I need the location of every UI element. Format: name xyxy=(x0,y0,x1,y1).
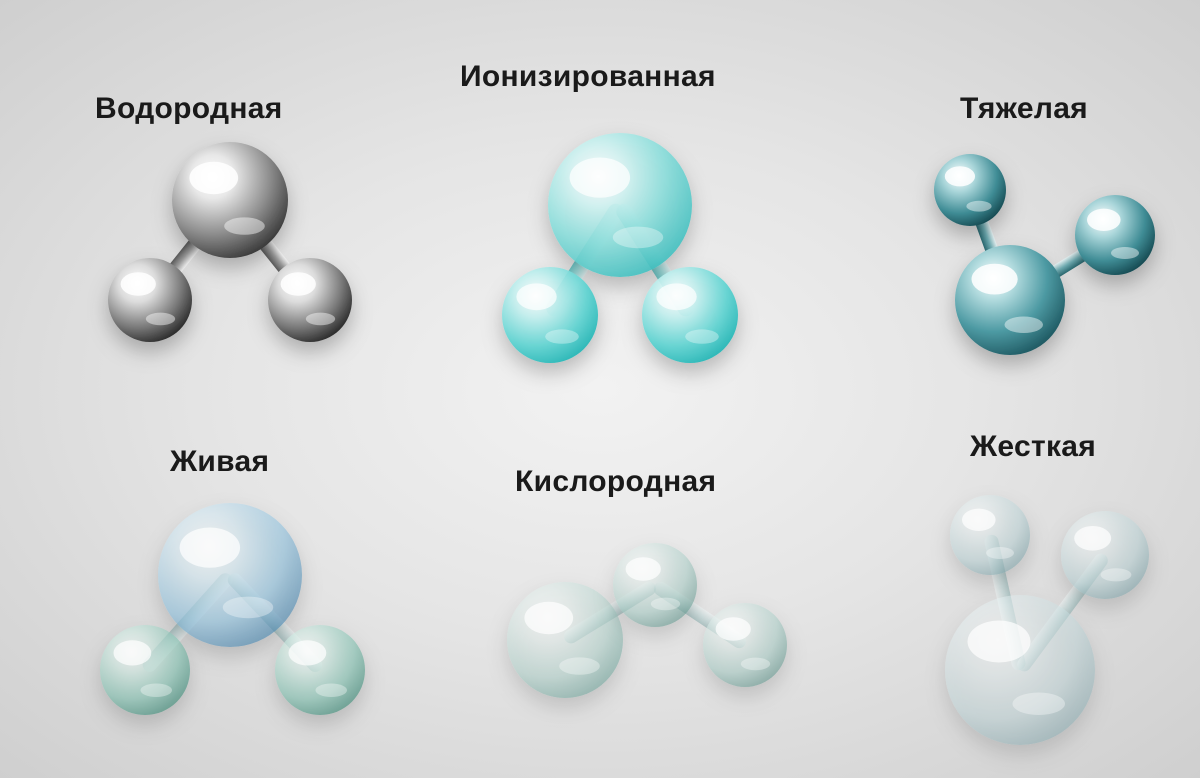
molecule-atom xyxy=(172,142,288,258)
molecule-label-heavy: Тяжелая xyxy=(960,92,1088,126)
molecule-label-living: Живая xyxy=(170,445,269,479)
molecule-label-oxygen: Кислородная xyxy=(515,465,716,499)
molecule-hard xyxy=(900,470,1200,760)
molecule-atom xyxy=(642,267,738,363)
molecule-atom xyxy=(268,258,352,342)
molecule-atom xyxy=(108,258,192,342)
molecule-atom xyxy=(275,625,365,715)
molecule-atom xyxy=(1061,511,1149,599)
molecule-heavy xyxy=(890,130,1190,370)
molecule-atom xyxy=(548,133,692,277)
molecule-atom xyxy=(950,495,1030,575)
molecule-atom xyxy=(703,603,787,687)
molecule-atom xyxy=(507,582,623,698)
molecule-atom xyxy=(100,625,190,715)
molecule-atom xyxy=(613,543,697,627)
molecule-atom xyxy=(955,245,1065,355)
molecule-oxygen xyxy=(470,510,810,750)
molecule-label-ionized: Ионизированная xyxy=(460,60,716,94)
molecule-atom xyxy=(502,267,598,363)
molecule-hydrogen xyxy=(80,130,380,370)
molecule-ionized xyxy=(470,110,790,380)
molecule-label-hydrogen: Водородная xyxy=(95,92,283,126)
molecule-atom xyxy=(945,595,1095,745)
molecule-atom xyxy=(1075,195,1155,275)
molecule-atom xyxy=(158,503,302,647)
molecule-living xyxy=(70,485,390,745)
molecule-atom xyxy=(934,154,1006,226)
molecule-label-hard: Жесткая xyxy=(970,430,1096,464)
